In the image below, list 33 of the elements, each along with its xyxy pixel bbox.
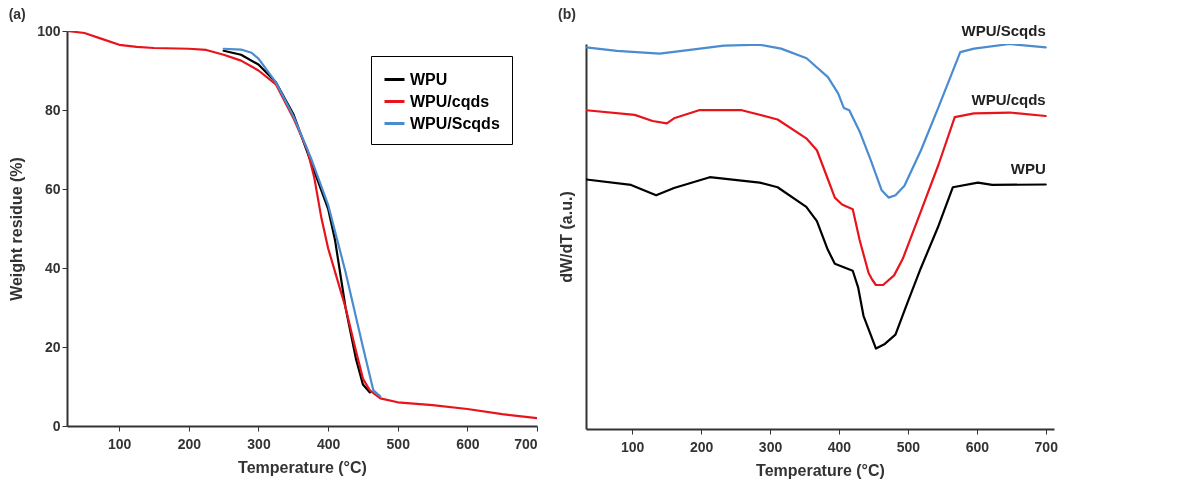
series-label: WPU/cqds	[971, 90, 1046, 108]
y-axis-title: Weight residue (%)	[8, 157, 26, 301]
x-tick-label: 300	[758, 438, 783, 455]
x-axis-title: Temperature (°C)	[756, 461, 885, 479]
x-tick-label: 600	[456, 435, 480, 452]
x-tick-label: 700	[514, 435, 538, 452]
x-tick-label: 100	[621, 438, 645, 455]
y-tick-label: 100	[37, 22, 61, 39]
x-tick-label: 500	[896, 438, 921, 455]
x-tick-label: 400	[316, 435, 341, 452]
x-tick-label: 200	[177, 435, 202, 452]
y-tick-label: 80	[44, 101, 61, 118]
x-axis-title: Temperature (°C)	[238, 458, 367, 476]
chart-title: (b)	[558, 6, 576, 23]
legend-label: WPU	[410, 70, 448, 88]
x-tick-label: 300	[247, 435, 271, 452]
series-label: WPU	[1010, 159, 1046, 177]
y-axis-title: dW/dT (a.u.)	[557, 191, 575, 283]
series-label: WPU/Scqds	[961, 22, 1046, 40]
line-series	[67, 31, 537, 420]
y-tick-label: 20	[44, 338, 61, 355]
x-tick-label: 700	[1034, 438, 1059, 455]
x-tick-label: 200	[689, 438, 714, 455]
x-tick-label: 400	[827, 438, 852, 455]
y-tick-label: 60	[44, 180, 61, 197]
y-tick-label: 0	[52, 417, 61, 434]
y-tick-label: 40	[44, 259, 61, 276]
legend-label: WPU/Scqds	[410, 114, 500, 132]
x-tick-label: 600	[965, 438, 990, 455]
x-tick-label: 500	[386, 435, 411, 452]
x-tick-label: 100	[108, 435, 132, 452]
legend-label: WPU/cqds	[410, 92, 490, 110]
chart-title: (a)	[8, 6, 26, 22]
